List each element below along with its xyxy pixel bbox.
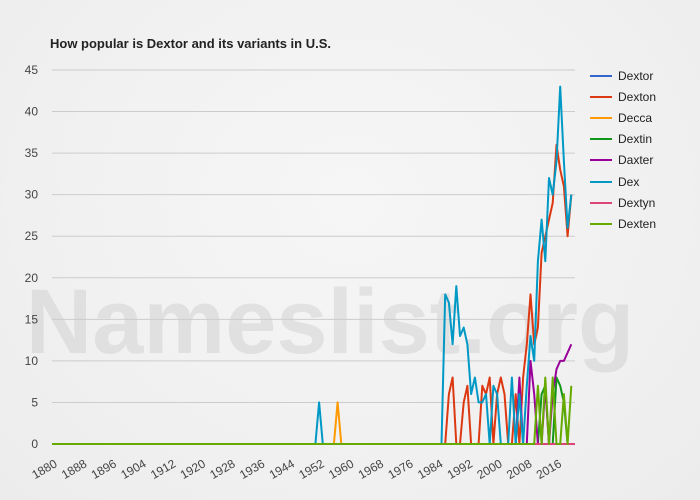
legend-label: Dex bbox=[618, 174, 640, 189]
legend-label: Daxter bbox=[618, 153, 654, 168]
legend-swatch bbox=[590, 138, 612, 141]
x-tick-label: 1944 bbox=[267, 456, 297, 482]
x-tick-label: 1896 bbox=[89, 456, 119, 482]
x-tick-label: 2000 bbox=[474, 456, 504, 482]
legend-item-dex[interactable]: Dex bbox=[590, 171, 656, 192]
legend-swatch bbox=[590, 201, 612, 204]
legend-item-dexten[interactable]: Dexten bbox=[590, 213, 656, 234]
y-tick-label: 0 bbox=[31, 437, 38, 451]
legend-label: Dextyn bbox=[618, 195, 656, 210]
chart-title: How popular is Dextor and its variants i… bbox=[50, 36, 331, 51]
x-tick-label: 1952 bbox=[296, 456, 326, 482]
legend-swatch bbox=[590, 180, 612, 183]
x-tick-label: 1984 bbox=[415, 456, 445, 482]
legend-item-daxter[interactable]: Daxter bbox=[590, 150, 656, 171]
legend-label: Dextin bbox=[618, 132, 653, 147]
legend-swatch bbox=[590, 116, 612, 119]
series-line-dexten bbox=[52, 376, 573, 445]
legend-swatch bbox=[590, 222, 612, 225]
series-line-dex bbox=[52, 85, 573, 445]
x-tick-label: 1992 bbox=[445, 456, 475, 482]
y-tick-label: 10 bbox=[25, 354, 39, 368]
legend-label: Dexten bbox=[618, 216, 657, 231]
legend-item-dexton[interactable]: Dexton bbox=[590, 86, 656, 107]
watermark-logo: Nameslist.org bbox=[26, 271, 634, 373]
x-tick-label: 2008 bbox=[504, 456, 534, 482]
x-tick-label: 1880 bbox=[29, 456, 59, 482]
x-tick-label: 1920 bbox=[178, 456, 208, 482]
x-tick-label: 1960 bbox=[326, 456, 356, 482]
x-tick-label: 1912 bbox=[148, 456, 178, 482]
legend-item-decca[interactable]: Decca bbox=[590, 107, 656, 128]
legend-label: Decca bbox=[618, 110, 653, 125]
legend-item-dextin[interactable]: Dextin bbox=[590, 129, 656, 150]
legend-item-dextyn[interactable]: Dextyn bbox=[590, 192, 656, 213]
legend-item-dextor[interactable]: Dextor bbox=[590, 65, 656, 86]
legend-swatch bbox=[590, 159, 612, 162]
x-tick-label: 1888 bbox=[59, 456, 89, 482]
x-tick-label: 1904 bbox=[118, 456, 148, 482]
y-tick-label: 20 bbox=[25, 271, 39, 285]
x-tick-label: 2016 bbox=[534, 456, 564, 482]
y-tick-label: 40 bbox=[25, 105, 39, 119]
y-tick-label: 15 bbox=[25, 312, 39, 326]
legend-label: Dextor bbox=[618, 68, 654, 83]
legend-swatch bbox=[590, 95, 612, 98]
y-tick-label: 35 bbox=[25, 146, 39, 160]
x-tick-label: 1928 bbox=[207, 456, 237, 482]
y-tick-label: 45 bbox=[25, 63, 39, 77]
legend-label: Dexton bbox=[618, 89, 657, 104]
legend-swatch bbox=[590, 74, 612, 77]
y-tick-label: 30 bbox=[25, 188, 39, 202]
x-tick-label: 1976 bbox=[385, 456, 415, 482]
x-tick-label: 1936 bbox=[237, 456, 267, 482]
y-tick-label: 25 bbox=[25, 229, 39, 243]
chart-legend: Dextor Dexton Decca Dextin Daxter Dex Dextyn De… bbox=[590, 65, 656, 235]
y-tick-label: 5 bbox=[31, 395, 38, 409]
x-tick-label: 1968 bbox=[356, 456, 386, 482]
